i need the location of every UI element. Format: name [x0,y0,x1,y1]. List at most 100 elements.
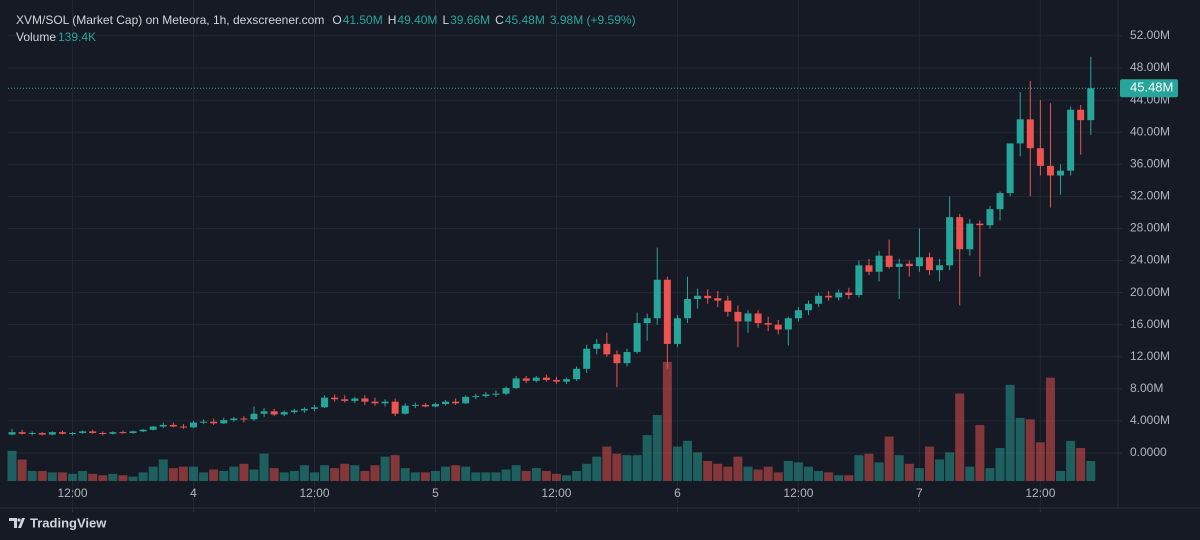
volume-bar [461,466,471,481]
candle-body [653,279,661,319]
candle-body [1026,119,1034,149]
candle-body [925,257,933,271]
candle-body [190,422,198,428]
ohlc-key: O [332,13,341,27]
volume-bar [229,466,239,481]
candle-body [1057,170,1065,176]
volume-bar [834,475,844,481]
volume-pane [7,361,1096,481]
candle-body [694,295,702,300]
volume-bar [602,446,612,481]
candle-body [79,431,87,433]
candle-body [512,378,520,389]
volume-bar [299,465,309,481]
ohlc-key: C [495,13,504,27]
volume-bar [642,435,652,481]
candle-body [472,396,480,398]
candle-body [28,432,36,434]
volume-bar [68,473,78,481]
candle-body [744,313,752,322]
volume-bar [47,472,57,481]
candle-body [1077,109,1085,121]
volume-bar [118,475,128,481]
candle-body [411,404,419,406]
ohlc-key: L [442,13,449,27]
candle-body [89,431,97,433]
x-tick-label: 12:00 [1025,486,1055,500]
volume-bar [219,470,229,481]
candle-body [492,393,500,395]
y-tick-label: 24.00M [1130,253,1170,267]
candle-body [623,351,631,364]
candle-body [956,217,964,250]
candle-body [1016,119,1024,144]
volume-bar [612,453,622,481]
volume-bar [279,472,289,481]
candle-body [835,292,843,298]
candle-body [673,318,681,344]
volume-bar [108,473,118,481]
y-tick-label: 40.00M [1130,124,1170,138]
volume-bar [914,468,924,481]
volume-bar [340,463,350,481]
y-tick-label: 8.00M [1130,381,1163,395]
candle-body [452,401,460,404]
candle-body [179,426,187,428]
y-tick-label: 12.00M [1130,349,1170,363]
volume-bar [975,425,985,481]
volume-bar [894,455,904,481]
volume-legend-name: Volume [16,30,56,44]
volume-bar [330,468,340,481]
volume-bar [148,466,158,481]
candle-body [139,429,147,432]
volume-bar [995,448,1005,481]
volume-bar [138,472,148,481]
volume-bar [1025,419,1035,481]
x-tick-label: 12:00 [299,486,329,500]
candle-body [1036,148,1044,166]
candle-body [643,318,651,324]
candle-body [552,380,560,382]
volume-bar [1056,470,1066,481]
candle-body [764,323,772,325]
candle-body [210,421,218,424]
volume-bar [430,470,440,481]
candle-body [633,323,641,352]
candle-body [220,420,228,424]
candle-body [381,401,389,404]
volume-bar [713,463,723,481]
candle-body [371,401,379,404]
candle-body [260,411,268,414]
x-tick-label: 7 [916,486,923,500]
volume-bar [965,466,975,481]
volume-bar [864,453,874,481]
volume-bar [320,465,330,481]
x-tick-label: 5 [432,486,439,500]
ohlc-value: 49.40M [397,13,437,27]
candle-body [129,431,137,433]
candle-body [280,412,288,415]
candle-body [442,401,450,405]
volume-bar [209,469,219,481]
volume-bar [1035,442,1045,481]
volume-bar [239,463,249,481]
volume-bar [703,460,713,481]
volume-bar [924,446,934,481]
volume-bar [662,361,672,481]
last-price-box [1120,79,1178,98]
candle-body [996,193,1004,210]
candle-body [804,303,812,311]
volume-bar [1066,440,1076,481]
volume-bar [693,452,703,481]
candle-body [734,311,742,322]
candle-body [845,292,853,296]
volume-bar [1005,384,1015,481]
volume-bar [572,470,582,481]
ohlc-value: 41.50M [343,13,383,27]
volume-bar [309,472,319,481]
candle-body [391,401,399,414]
volume-bar [854,455,864,481]
volume-bar [441,466,451,481]
x-tick-label: 12:00 [58,486,88,500]
volume-bar [551,473,561,481]
